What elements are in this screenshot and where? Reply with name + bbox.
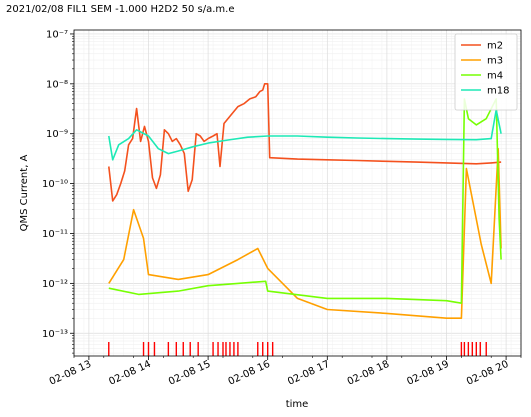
y-tick-label: 10⁻¹³ [42, 329, 68, 340]
x-tick-label: 02-08 18 [346, 359, 391, 388]
x-tick-label: 02-08 13 [48, 359, 93, 388]
series-line-m18 [108, 109, 502, 161]
legend-label-m3: m3 [487, 56, 503, 67]
legend-label-m4: m4 [487, 71, 503, 82]
series-line-m2 [108, 83, 502, 202]
legend-label-m2: m2 [487, 41, 503, 52]
x-axis: 02-08 13 02-08 14 02-08 15 02-08 16 02-08 17… [48, 356, 522, 388]
x-tick-label: 02-08 19 [405, 359, 450, 388]
x-tick-label: 02-08 17 [286, 359, 331, 388]
grid-lines [73, 30, 522, 356]
x-tick-label: 02-08 20 [465, 359, 510, 388]
y-tick-label: 10⁻¹⁰ [42, 179, 68, 190]
y-tick-label: 10⁻¹² [42, 279, 68, 290]
chart-title: 2021/02/08 FIL1 SEM -1.000 H2D2 50 s/a.m… [6, 4, 235, 15]
plot-frame [73, 29, 522, 357]
y-tick-label: 10⁻⁸ [46, 79, 68, 90]
x-axis-label: time [286, 399, 309, 410]
series-line-m4 [108, 98, 502, 305]
legend-label-m18: m18 [487, 86, 509, 97]
x-tick-label: 02-08 15 [167, 359, 212, 388]
series-line-m3 [108, 147, 502, 320]
y-tick-label: 10⁻¹¹ [42, 229, 68, 240]
x-tick-label: 02-08 14 [107, 359, 152, 388]
legend-box [454, 33, 518, 111]
x-tick-label: 02-08 16 [227, 359, 272, 388]
y-axis: 10⁻¹³ 10⁻¹² 10⁻¹¹ 10⁻¹⁰ 10⁻⁹ 10⁻⁸ 10⁻⁷ [42, 29, 74, 354]
y-tick-label: 10⁻⁷ [46, 29, 68, 40]
series-layer [108, 83, 502, 320]
event-marks [108, 342, 487, 356]
legend: m2 m3 m4 m18 [454, 33, 518, 111]
y-axis-label: QMS Current, A [19, 154, 30, 231]
y-tick-label: 10⁻⁹ [46, 129, 68, 140]
